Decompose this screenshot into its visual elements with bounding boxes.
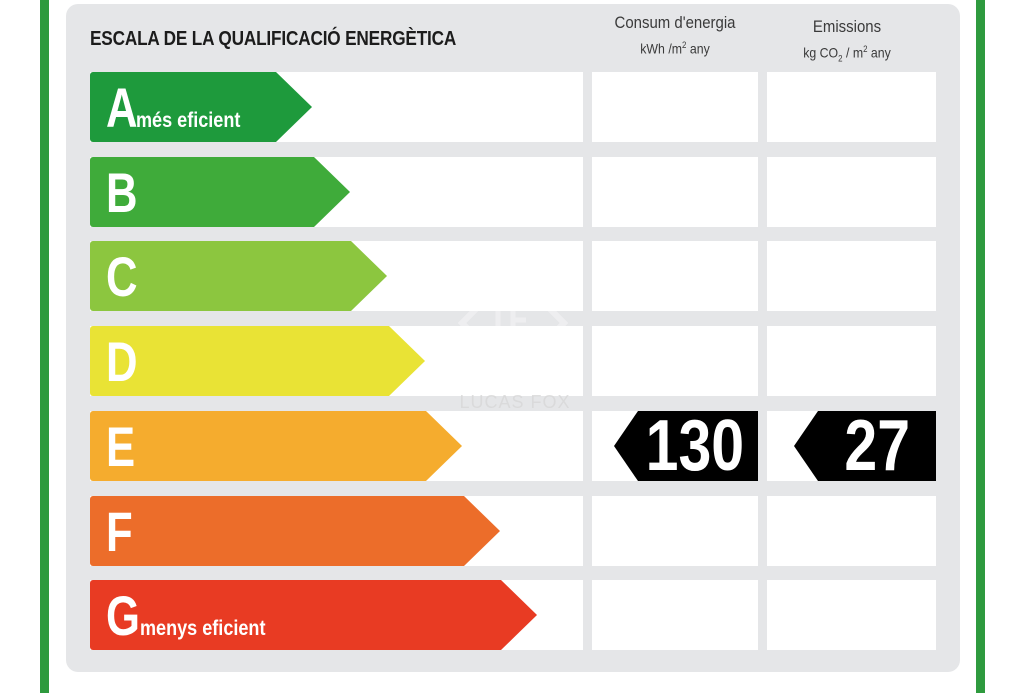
emissions-cell <box>767 326 936 396</box>
consum-value: 130 <box>645 406 744 486</box>
rating-description: més eficient <box>136 109 241 132</box>
rating-arrow-f: F <box>90 496 500 566</box>
watermark-text: LUCAS FOX <box>459 392 571 412</box>
consum-cell <box>592 496 758 566</box>
emissions-cell <box>767 241 936 311</box>
frame-left-border <box>40 0 49 693</box>
emissions-value: 27 <box>844 406 910 486</box>
consum-cell <box>592 157 758 227</box>
emissions-header: Emissions kg CO2 / m2 any <box>777 16 918 69</box>
rating-description: menys eficient <box>139 617 266 640</box>
rating-letter: G <box>106 584 140 647</box>
consum-cell <box>592 580 758 650</box>
emissions-cell <box>767 72 936 142</box>
lucas-fox-logo-icon <box>458 268 568 378</box>
emissions-cell <box>767 157 936 227</box>
emissions-cell <box>767 580 936 650</box>
rating-arrow-e: E <box>90 411 462 481</box>
consum-header-unit: kWh /m2 any <box>640 40 710 57</box>
rating-arrow-c: C <box>90 241 387 311</box>
consum-header-label: Consum d'energia <box>614 13 736 32</box>
consum-header: Consum d'energia kWh /m2 any <box>602 12 748 60</box>
rating-letter: F <box>106 500 133 563</box>
chart-title: ESCALA DE LA QUALIFICACIÓ ENERGÈTICA <box>90 28 457 50</box>
emissions-header-label: Emissions <box>812 17 882 36</box>
rating-letter: C <box>106 245 138 308</box>
emissions-header-unit: kg CO2 / m2 any <box>803 44 891 64</box>
rating-arrow-b: B <box>90 157 350 227</box>
rating-arrow-d: D <box>90 326 425 396</box>
rating-letter: A <box>106 76 138 139</box>
frame-right-border <box>976 0 985 693</box>
rating-letter: D <box>106 330 138 393</box>
consum-value-indicator: 130 <box>614 411 758 481</box>
emissions-value-indicator: 27 <box>794 411 936 481</box>
consum-cell <box>592 72 758 142</box>
consum-cell <box>592 241 758 311</box>
rating-letter: B <box>106 161 138 224</box>
emissions-cell <box>767 496 936 566</box>
rating-letter: E <box>106 415 136 478</box>
consum-cell <box>592 326 758 396</box>
